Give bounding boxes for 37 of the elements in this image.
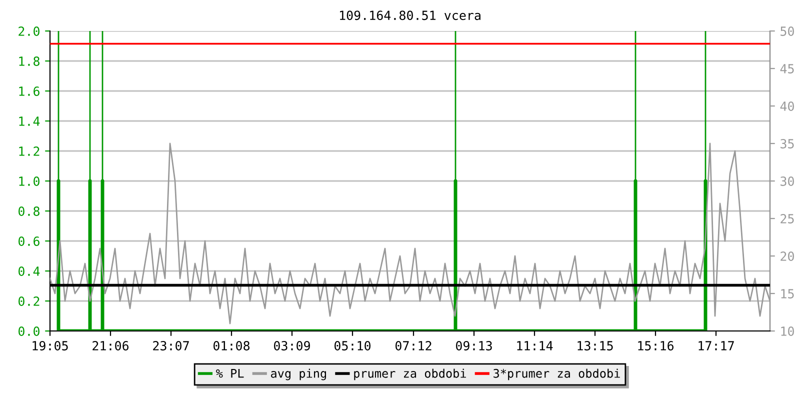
legend-label: 3*prumer za obdobi — [494, 368, 620, 380]
y-tick-label: 1.6 — [19, 86, 40, 96]
x-tick-label: 21:06 — [92, 341, 129, 350]
x-tick-label: 13:15 — [578, 341, 613, 350]
x-tick-label: 07:12 — [396, 341, 432, 350]
y-tick-label: 0.8 — [18, 206, 40, 216]
y2-tick-label: 25 — [780, 214, 794, 224]
y-tick-label: 2.0 — [18, 26, 40, 36]
y2-tick-label: 30 — [780, 176, 794, 186]
x-tick-label: 23:07 — [153, 341, 189, 350]
x-tick-label: 01:08 — [214, 341, 250, 350]
y2-tick-label: 15 — [781, 289, 794, 298]
y2-tick-label: 40 — [780, 102, 794, 111]
chart-title: 109.164.80.51 vcera — [340, 10, 480, 20]
x-tick-label: 19:05 — [32, 341, 68, 350]
y-tick-label: 0.6 — [18, 236, 40, 246]
legend-label: % PL — [216, 369, 244, 378]
y-tick-label: 0.2 — [18, 296, 40, 306]
x-tick-label: 05:10 — [334, 341, 371, 350]
x-tick-label: 11:14 — [517, 341, 553, 350]
y-tick-label: 1.8 — [19, 56, 40, 66]
y2-tick-label: 35 — [780, 139, 794, 148]
x-tick-label: 03:09 — [274, 341, 310, 350]
y2-tick-label: 20 — [780, 252, 794, 261]
x-tick-label: 17:17 — [698, 341, 734, 350]
y2-tick-label: 50 — [780, 26, 794, 36]
legend-label: prumer za obdobi — [354, 368, 466, 380]
legend-label: avg ping — [271, 368, 326, 380]
y-tick-label: 1.4 — [19, 116, 40, 126]
y-tick-label: 1.0 — [19, 176, 40, 186]
y2-tick-label: 10 — [781, 326, 794, 336]
y-tick-label: 0.4 — [18, 266, 40, 276]
x-tick-label: 15:16 — [638, 341, 674, 350]
y-tick-label: 0.0 — [18, 326, 40, 336]
y-tick-label: 1.2 — [19, 146, 40, 156]
x-tick-label: 09:13 — [456, 341, 492, 350]
y2-tick-label: 45 — [780, 64, 794, 74]
